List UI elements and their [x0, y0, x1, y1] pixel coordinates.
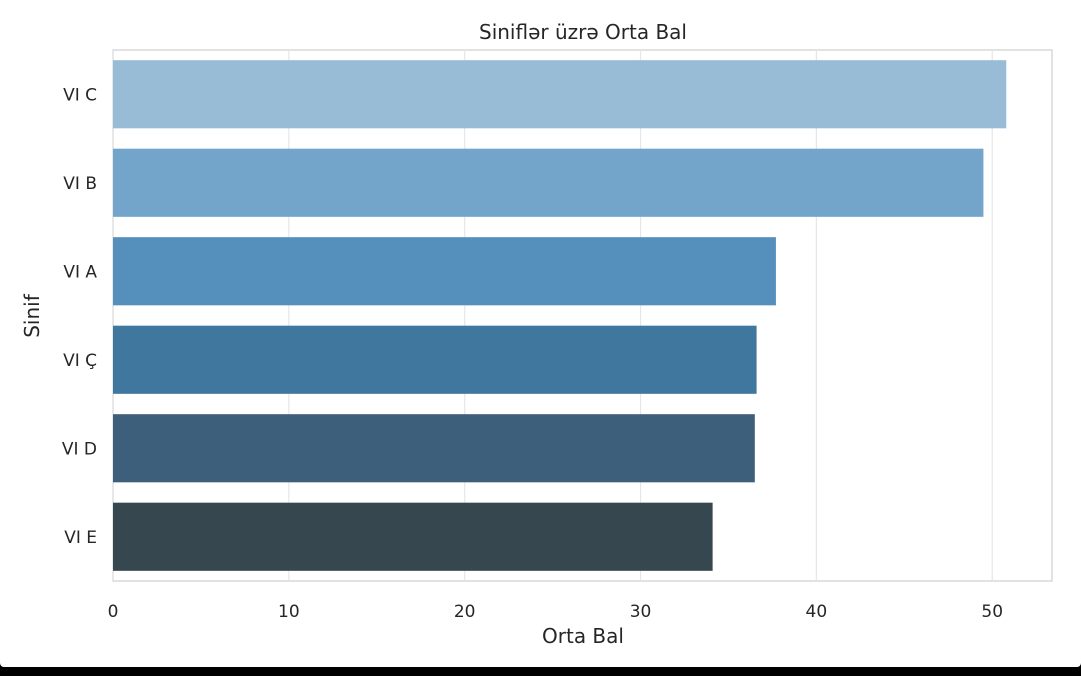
x-gridlines — [112, 50, 993, 581]
x-tick-label: 20 — [454, 602, 476, 622]
y-axis-label: Sinif — [20, 293, 44, 337]
y-tick-label: VI D — [62, 439, 97, 459]
bar — [113, 148, 984, 217]
bar — [113, 237, 776, 306]
x-axis-label: Orta Bal — [542, 624, 624, 648]
chart-title: Siniflər üzrə Orta Bal — [479, 20, 687, 44]
y-tick-label: VI C — [63, 85, 97, 105]
bar-series — [113, 60, 1007, 571]
y-tick-labels: VI C VI B VI A VI Ç VI D VI E — [62, 85, 98, 548]
x-tick-labels: 0 10 20 30 40 50 — [108, 602, 1003, 622]
bar — [113, 502, 713, 571]
x-tick-label: 30 — [630, 602, 652, 622]
x-tick-label: 0 — [108, 602, 119, 622]
y-tick-label: VI A — [63, 262, 97, 282]
bar — [113, 325, 757, 394]
bar — [113, 414, 755, 483]
x-tick-label: 40 — [806, 602, 828, 622]
plot-area — [112, 49, 1053, 582]
y-tick-label: VI E — [64, 528, 97, 548]
x-tick-label: 50 — [981, 602, 1003, 622]
y-tick-label: VI Ç — [63, 351, 97, 371]
y-tick-label: VI B — [63, 174, 97, 194]
x-tick-label: 10 — [278, 602, 300, 622]
bar — [113, 60, 1007, 129]
